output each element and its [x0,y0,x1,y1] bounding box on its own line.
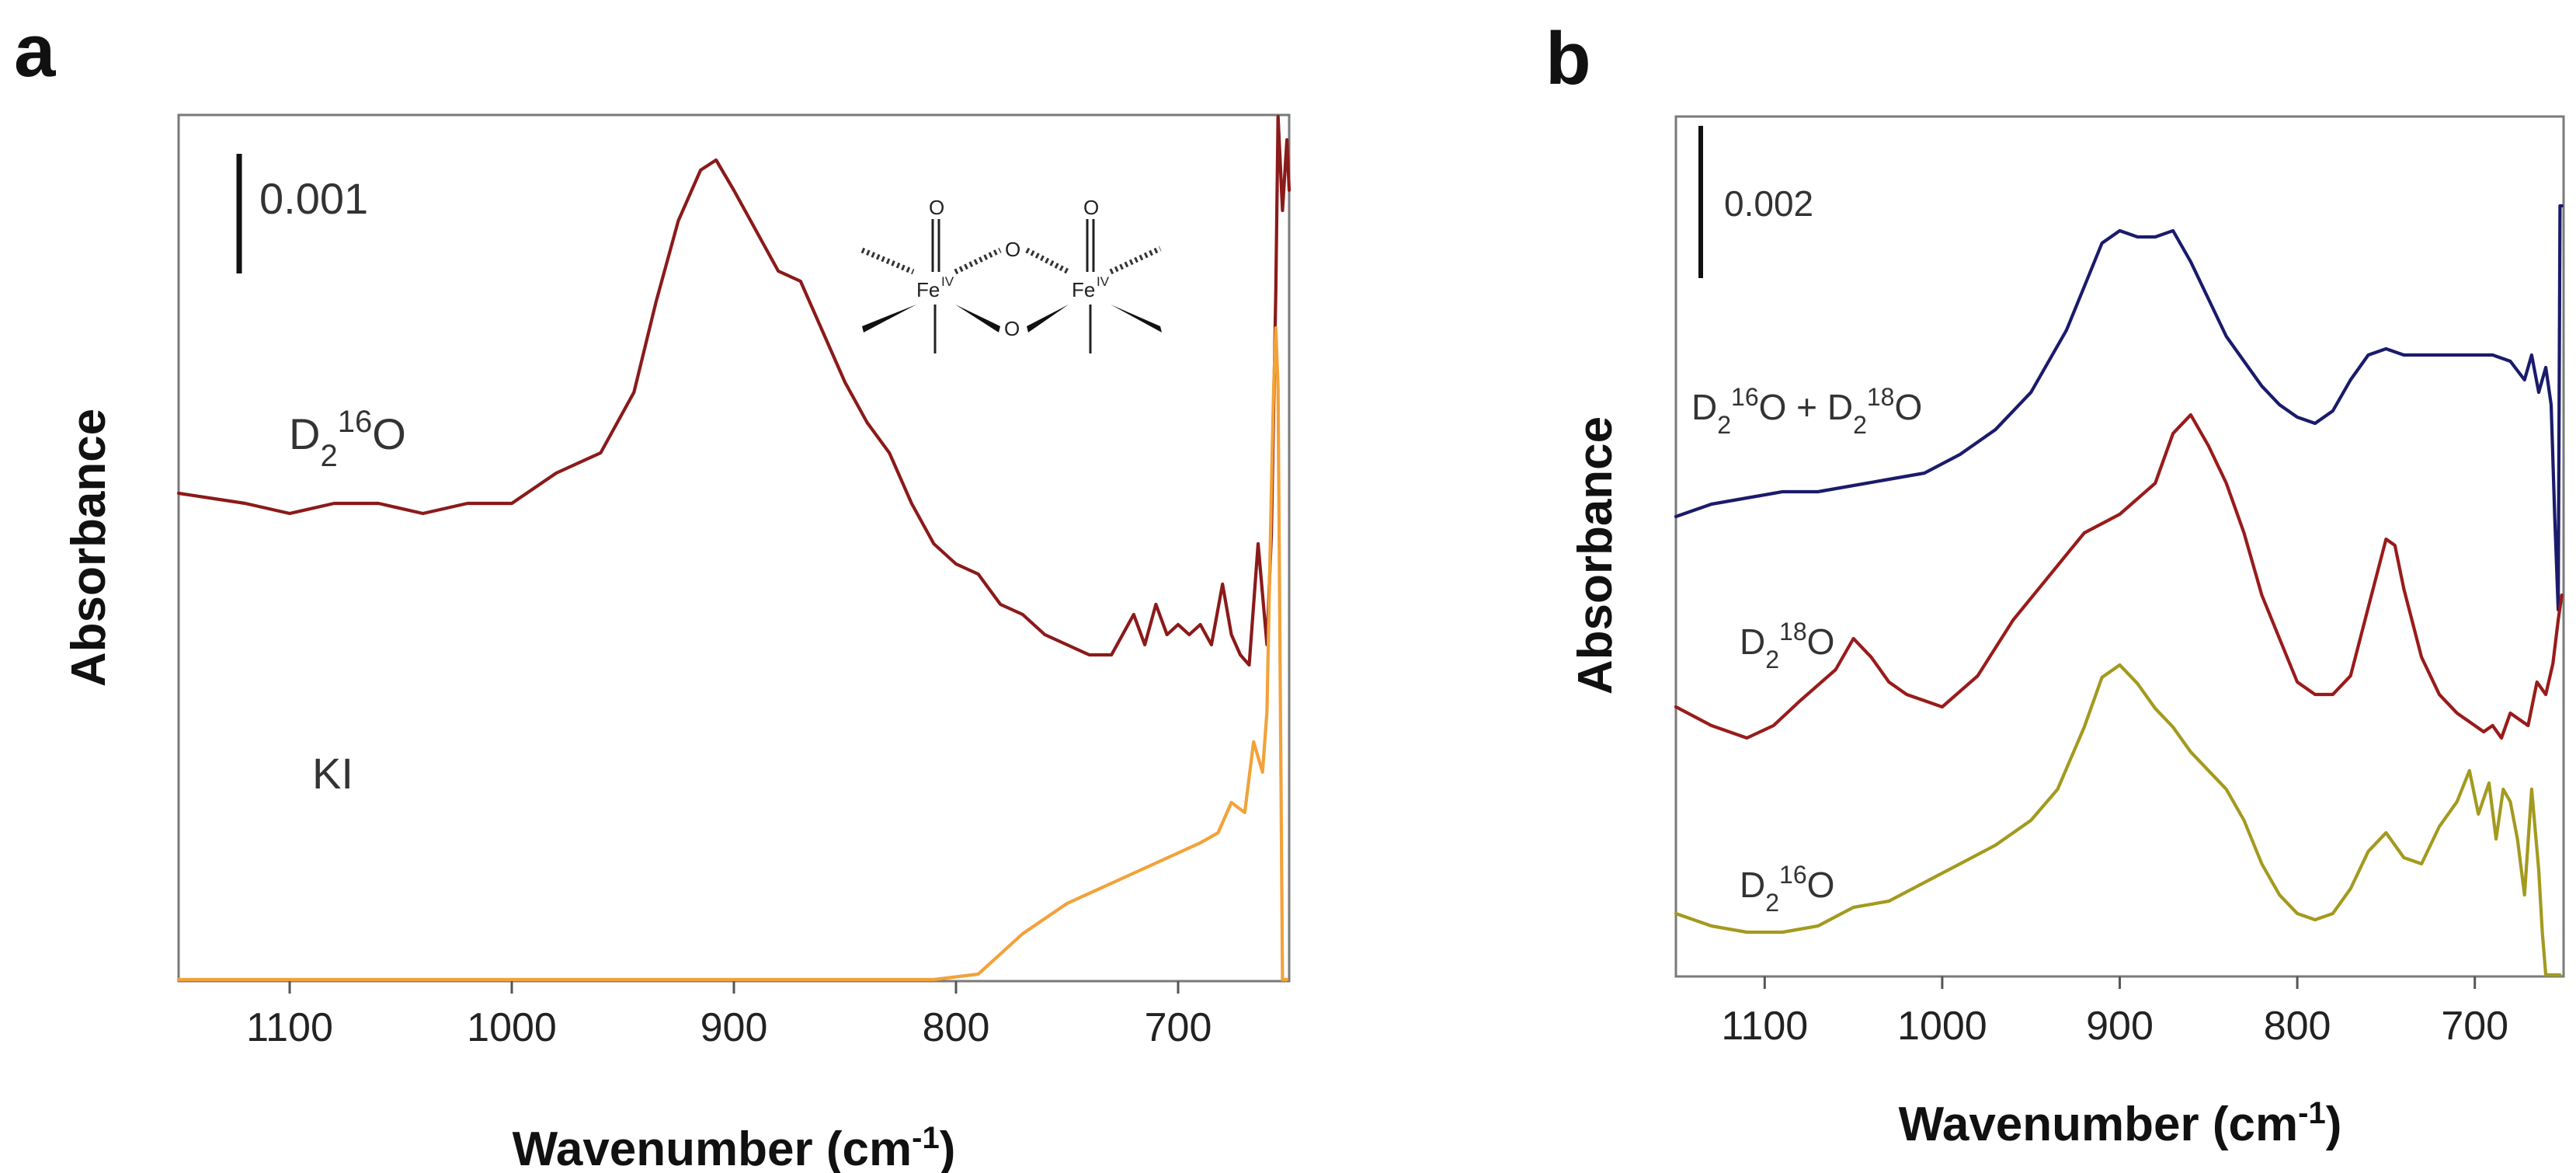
plot-frame-a [177,113,1291,983]
panel-letter-b: b [1545,17,1591,100]
traces-b [1674,204,2564,977]
series-line-b-0 [1674,204,2564,612]
series-line-b-2 [1674,663,2562,977]
fe-oxo-structure-inset: O Fe IV O Fe IV O O [860,196,1162,353]
svg-text:O: O [1083,196,1099,219]
svg-text:O: O [1005,238,1020,261]
series-label-d2-16o-b: D216O [1740,861,1834,917]
series-label-d2-18o-b: D218O [1740,618,1834,674]
y-axis-title-b: Absorbance [1569,416,1622,694]
x-ticks-b: 1100 1000 900 800 700 [1721,976,2508,1049]
x-ticks-a: 1100 1000 900 800 700 [246,981,1212,1050]
y-axis-title-a: Absorbance [62,409,116,687]
svg-text:IV: IV [1097,274,1110,289]
x-tick-label-b-800: 800 [2264,1004,2331,1049]
scale-bar-label-b: 0.002 [1724,183,1813,224]
series-line-b-1 [1674,412,2564,740]
panel-a: a 1100 1000 900 800 700 0.001 D216O KI O Fe … [14,9,1291,1173]
series-line-a-1 [176,325,1289,982]
svg-text:Fe: Fe [1072,278,1095,301]
series-label-d2-16o-a: D216O [289,405,406,473]
series-label-ki-a: KI [312,749,353,798]
x-axis-title-a: Wavenumber (cm-1) [513,1121,956,1173]
panel-b: b 1100 1000 900 800 700 0.002 D216O + D218O … [1545,17,2565,1151]
x-tick-label-a-700: 700 [1145,1005,1212,1050]
x-axis-title-b: Wavenumber (cm-1) [1899,1096,2342,1151]
x-tick-label-a-900: 900 [700,1005,768,1050]
x-tick-label-a-1000: 1000 [467,1005,557,1050]
scale-bar-label-a: 0.001 [259,174,368,223]
traces-a [176,114,1291,982]
svg-text:IV: IV [941,274,954,289]
series-line-a-0 [176,114,1291,667]
x-tick-label-a-800: 800 [923,1005,990,1050]
svg-text:O: O [1004,317,1020,340]
structure-atom-o: O [929,196,944,219]
x-tick-label-a-1100: 1100 [246,1005,333,1050]
structure-atom-fe: Fe [916,278,940,301]
x-tick-label-b-700: 700 [2441,1004,2508,1049]
series-label-mixed-b: D216O + D218O [1691,383,1922,439]
x-tick-label-b-1100: 1100 [1721,1004,1808,1049]
x-tick-label-b-900: 900 [2086,1004,2154,1049]
panel-letter-a: a [14,9,56,92]
x-tick-label-b-1000: 1000 [1897,1004,1987,1049]
